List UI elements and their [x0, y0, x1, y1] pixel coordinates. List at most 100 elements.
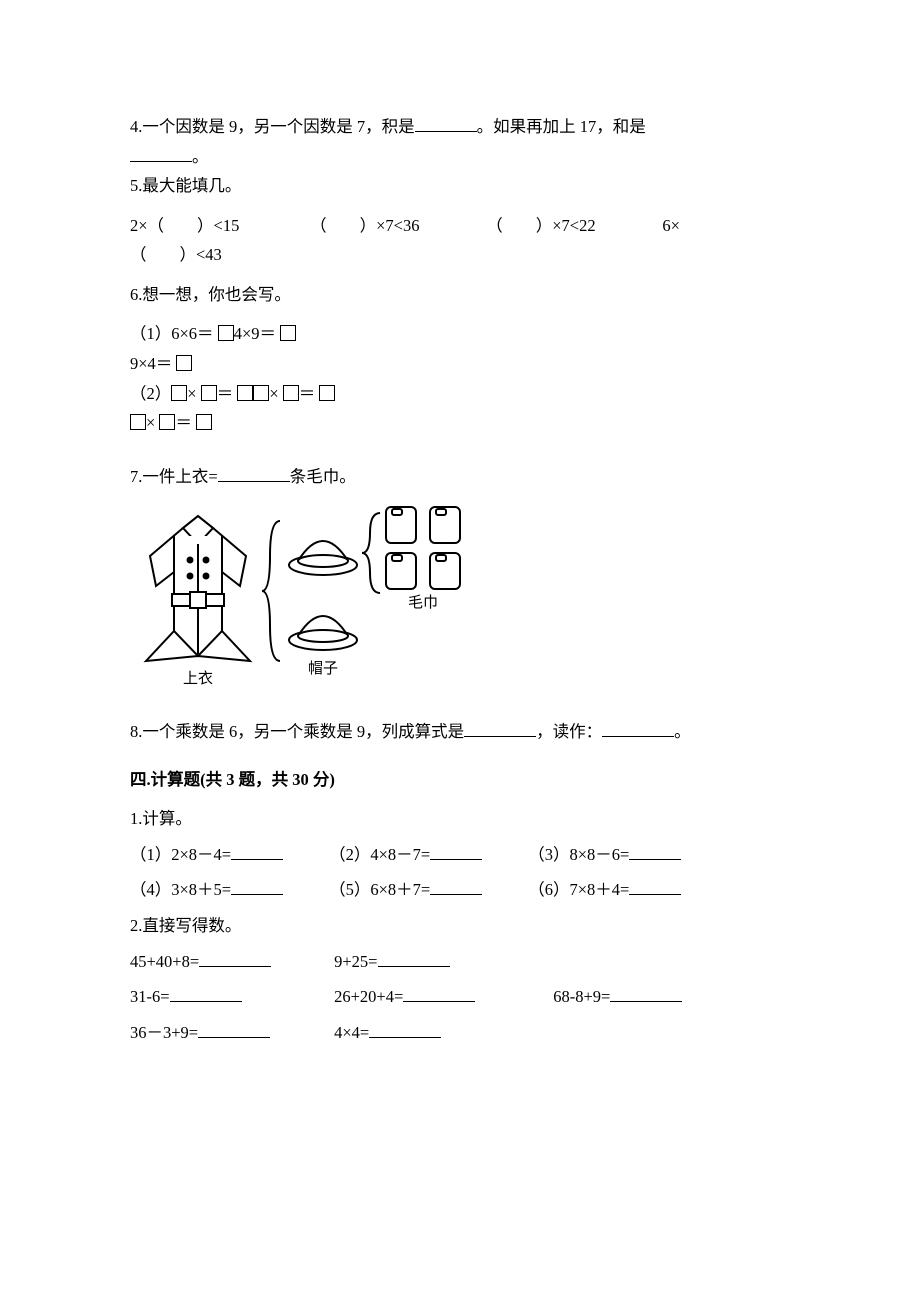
question-7: 7.一件上衣= 条毛巾。 [130, 464, 800, 490]
blank [199, 949, 271, 967]
towel-icon [430, 553, 460, 589]
answer-box [201, 385, 217, 401]
calc2-r2c2: 26+20+4= [334, 987, 403, 1006]
q7-text-b: 条毛巾。 [290, 467, 356, 486]
blank [629, 878, 681, 896]
calc2-title: 2.直接写得数。 [130, 913, 800, 939]
calc1-a3: （3）8×8－6= [528, 845, 629, 864]
q4-text-c: 。 [192, 147, 209, 166]
blank [231, 842, 283, 860]
calc2-r1c1: 45+40+8= [130, 952, 199, 971]
blank [610, 985, 682, 1003]
brace-icon [262, 521, 280, 661]
calc2-row-2: 31-6= 26+20+4= 68-8+9= [130, 984, 800, 1010]
q4-text-a: 4.一个因数是 9，另一个因数是 7，积是 [130, 117, 415, 136]
towel-icon [386, 507, 416, 543]
calc1-b1: （4）3×8＋5= [130, 880, 231, 899]
answer-box [283, 385, 299, 401]
q5-wrap-text: （ ）<43 [130, 245, 222, 264]
calc1-a1: （1）2×8－4= [130, 845, 231, 864]
answer-box [280, 325, 296, 341]
q6-4c: ＝ [175, 413, 196, 432]
blank [231, 878, 283, 896]
q5-item-1: 2×（ ）<15 [130, 213, 306, 239]
document-page: 4.一个因数是 9，另一个因数是 7，积是 。如果再加上 17，和是 。 5.最大… [0, 0, 920, 1115]
hat-label: 帽子 [308, 660, 338, 677]
answer-box [171, 385, 187, 401]
blank [415, 115, 477, 133]
brace-icon [362, 513, 380, 593]
towel-icon [430, 507, 460, 543]
q6-1a: （1）6×6＝ [130, 324, 218, 343]
section-4-title: 四.计算题(共 3 题，共 30 分) [130, 767, 800, 793]
q6-3c: ＝ [217, 384, 238, 403]
blank [130, 144, 192, 162]
q5-item-2: （ ）×7<36 [310, 213, 482, 239]
question-5-title: 5.最大能填几。 [130, 173, 800, 199]
q7-figure: 上衣 帽子 [128, 501, 488, 691]
answer-box [196, 414, 212, 430]
q8-text-c: 。 [674, 722, 691, 741]
q6-line-1: （1）6×6＝ 4×9＝ [130, 321, 800, 347]
q6-line-2: 9×4＝ [130, 351, 800, 377]
question-8: 8.一个乘数是 6，另一个乘数是 9，列成算式是 ，读作： 。 [130, 719, 800, 745]
question-5-wrap: （ ）<43 [130, 242, 800, 268]
answer-box [130, 414, 146, 430]
q6-1b: 4×9＝ [234, 324, 280, 343]
blank [403, 985, 475, 1003]
blank [629, 842, 681, 860]
calc2-row-3: 36－3+9= 4×4= [130, 1020, 800, 1046]
answer-box [159, 414, 175, 430]
question-4-wrap: 。 [130, 144, 800, 170]
q6-2: 9×4＝ [130, 354, 176, 373]
answer-box [253, 385, 269, 401]
calc2-r3c2: 4×4= [334, 1023, 369, 1042]
q8-text-a: 8.一个乘数是 6，另一个乘数是 9，列成算式是 [130, 722, 464, 741]
q6-4b: × [146, 413, 159, 432]
question-5-items: 2×（ ）<15 （ ）×7<36 （ ）×7<22 6× [130, 213, 800, 239]
q8-text-b: ，读作： [536, 722, 602, 741]
calc2-r2c1: 31-6= [130, 987, 170, 1006]
calc2-r2c3: 68-8+9= [553, 987, 610, 1006]
calc1-b3: （6）7×8＋4= [528, 880, 629, 899]
q6-3b: × [187, 384, 200, 403]
blank [430, 842, 482, 860]
q4-text-b: 。如果再加上 17，和是 [477, 117, 646, 136]
calc1-row-b: （4）3×8＋5= （5）6×8＋7= （6）7×8＋4= [130, 877, 800, 903]
calc1-a2: （2）4×8－7= [329, 845, 430, 864]
question-6-title: 6.想一想，你也会写。 [130, 282, 800, 308]
q6-3e: ＝ [299, 384, 320, 403]
calc1-row-a: （1）2×8－4= （2）4×8－7= （3）8×8－6= [130, 842, 800, 868]
blank [198, 1020, 270, 1038]
blank [430, 878, 482, 896]
towel-icon [386, 553, 416, 589]
blank [369, 1020, 441, 1038]
q6-3a: （2） [130, 384, 171, 403]
blank [602, 720, 674, 738]
calc2-row-1: 45+40+8= 9+25= [130, 949, 800, 975]
calc1-b2: （5）6×8＋7= [329, 880, 430, 899]
coat-label: 上衣 [183, 670, 213, 687]
q6-line-3: （2） × ＝ × ＝ [130, 381, 800, 407]
blank [218, 464, 290, 482]
towel-label: 毛巾 [408, 594, 438, 611]
question-4: 4.一个因数是 9，另一个因数是 7，积是 。如果再加上 17，和是 [130, 114, 800, 140]
q6-3d: × [269, 384, 282, 403]
blank [378, 949, 450, 967]
q6-line-4: × ＝ [130, 410, 800, 436]
coat-icon [146, 516, 250, 661]
calc2-r1c2: 9+25= [334, 952, 377, 971]
blank [170, 985, 242, 1003]
calc1-title: 1.计算。 [130, 806, 800, 832]
q5-item-4: 6× [662, 216, 680, 235]
answer-box [176, 355, 192, 371]
calc2-r3c1: 36－3+9= [130, 1023, 198, 1042]
hat-icon [289, 541, 357, 575]
q5-item-3: （ ）×7<22 [486, 213, 658, 239]
hat-icon [289, 616, 357, 650]
answer-box [218, 325, 234, 341]
answer-box [319, 385, 335, 401]
q7-text-a: 7.一件上衣= [130, 467, 218, 486]
blank [464, 720, 536, 738]
answer-box [237, 385, 253, 401]
